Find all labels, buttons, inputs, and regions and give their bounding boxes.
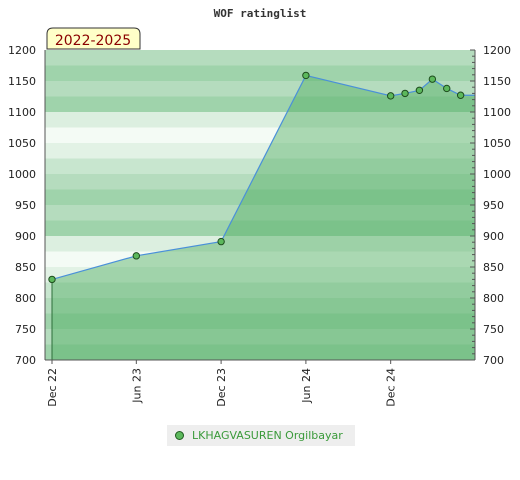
- background-band: [45, 220, 475, 236]
- data-point[interactable]: [428, 75, 437, 83]
- data-points: [48, 71, 465, 284]
- background-band: [45, 313, 475, 329]
- background-band: [45, 112, 475, 128]
- background-band: [45, 143, 475, 159]
- badge-label: 2022-2025: [55, 33, 131, 49]
- data-point[interactable]: [401, 89, 409, 98]
- background-band: [45, 236, 475, 252]
- x-tick-label: Jun 23: [130, 368, 143, 404]
- background-band: [45, 127, 475, 143]
- data-point[interactable]: [386, 92, 395, 100]
- data-point[interactable]: [48, 275, 56, 284]
- y-tick-label-right: 800: [483, 292, 504, 305]
- y-tick-label-left: 1050: [8, 137, 36, 150]
- y-tick-label-left: 950: [15, 199, 36, 212]
- background-band: [45, 81, 475, 97]
- y-tick-label-right: 950: [483, 199, 504, 212]
- badge-box: [46, 27, 141, 50]
- background-bands: [45, 50, 475, 360]
- y-tick-label-left: 1100: [8, 106, 36, 119]
- x-tick-label: Dec 22: [46, 368, 59, 407]
- legend-marker: [175, 431, 184, 440]
- data-point[interactable]: [302, 71, 310, 80]
- y-tick-label-right: 1150: [483, 75, 511, 88]
- series-area: [52, 75, 475, 361]
- y-tick-label-left: 1200: [8, 44, 36, 57]
- data-point[interactable]: [443, 84, 451, 93]
- y-tick-label-left: 1000: [8, 168, 36, 181]
- data-point[interactable]: [456, 91, 465, 99]
- chart-title: WOF ratinglist: [214, 7, 307, 20]
- legend: LKHAGVASUREN Orgilbayar: [167, 425, 355, 446]
- background-band: [45, 96, 475, 112]
- data-point[interactable]: [132, 252, 141, 260]
- background-band: [45, 329, 475, 345]
- legend-series-name: LKHAGVASUREN Orgilbayar: [192, 429, 343, 442]
- y-tick-label-left: 850: [15, 261, 36, 274]
- y-tick-label-left: 800: [15, 292, 36, 305]
- y-tick-label-left: 700: [15, 354, 36, 367]
- y-tick-label-right: 750: [483, 323, 504, 336]
- y-tick-label-left: 750: [15, 323, 36, 336]
- data-point[interactable]: [415, 86, 424, 95]
- background-band: [45, 65, 475, 81]
- y-tick-label-right: 1100: [483, 106, 511, 119]
- background-band: [45, 282, 475, 298]
- y-tick-label-left: 1150: [8, 75, 36, 88]
- y-tick-label-right: 700: [483, 354, 504, 367]
- period-badge: 2022-2025: [46, 27, 141, 50]
- y-tick-label-right: 1050: [483, 137, 511, 150]
- y-tick-label-right: 850: [483, 261, 504, 274]
- axes: 700 700 750 750 800 800 850 850 900 900 950 950 1000…: [8, 44, 511, 407]
- y-tick-label-left: 900: [15, 230, 36, 243]
- background-band: [45, 267, 475, 283]
- background-band: [45, 344, 475, 360]
- background-band: [45, 251, 475, 267]
- x-tick-label: Dec 23: [215, 368, 228, 407]
- background-band: [45, 189, 475, 205]
- background-band: [45, 205, 475, 221]
- background-band: [45, 50, 475, 66]
- y-tick-label-right: 1200: [483, 44, 511, 57]
- y-tick-label-right: 1000: [483, 168, 511, 181]
- background-band: [45, 298, 475, 314]
- x-tick-label: Dec 24: [385, 368, 398, 407]
- background-band: [45, 174, 475, 190]
- y-tick-label-right: 900: [483, 230, 504, 243]
- x-tick-label: Jun 24: [300, 368, 313, 404]
- data-point[interactable]: [217, 237, 225, 246]
